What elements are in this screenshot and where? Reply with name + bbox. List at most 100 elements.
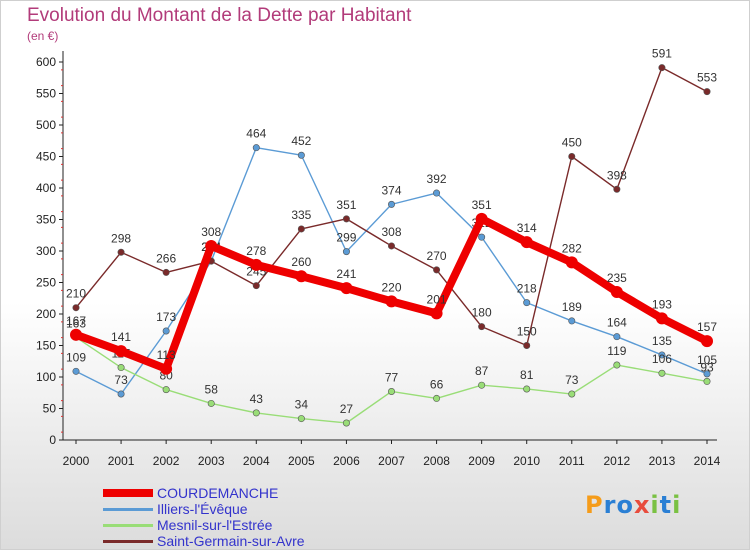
data-label-courdemanche: 141 [111, 330, 131, 344]
data-point-saint-germain-sur-avre [523, 341, 531, 349]
data-label-mesnil-sur-l-estree: 58 [205, 382, 219, 396]
y-tick-label: 550 [36, 87, 56, 101]
data-point-courdemanche [205, 239, 218, 252]
data-label-mesnil-sur-l-estree: 119 [607, 344, 626, 358]
data-point-mesnil-sur-l-estree [297, 415, 305, 423]
data-label-courdemanche: 308 [201, 225, 221, 239]
data-point-mesnil-sur-l-estree [658, 369, 666, 377]
x-tick-label: 2013 [649, 454, 676, 468]
y-tick-label: 450 [36, 150, 56, 164]
data-label-courdemanche: 157 [697, 320, 717, 334]
data-point-saint-germain-sur-avre [703, 88, 711, 96]
data-label-illiers-l-eveque: 135 [652, 334, 672, 348]
x-tick-label: 2002 [153, 454, 180, 468]
data-point-courdemanche [115, 345, 128, 358]
logo-letter: o [616, 491, 634, 519]
y-tick-label: 350 [36, 213, 56, 227]
data-label-courdemanche: 220 [381, 280, 401, 294]
logo-letter: i [650, 491, 660, 519]
data-point-mesnil-sur-l-estree [433, 394, 441, 402]
data-point-illiers-l-eveque [568, 317, 576, 325]
y-tick-label: 200 [36, 307, 56, 321]
x-tick-label: 2004 [243, 454, 270, 468]
proxiti-logo: Proxiti [585, 491, 681, 519]
data-label-mesnil-sur-l-estree: 163 [66, 316, 86, 330]
data-point-mesnil-sur-l-estree [478, 381, 486, 389]
data-point-mesnil-sur-l-estree [387, 387, 395, 395]
data-label-mesnil-sur-l-estree: 81 [520, 368, 534, 382]
data-point-courdemanche [655, 312, 668, 325]
y-tick-label: 400 [36, 181, 56, 195]
legend-item-saint-germain-sur-avre: Saint-Germain-sur-Avre [103, 533, 305, 549]
data-label-saint-germain-sur-avre: 270 [427, 249, 447, 263]
data-point-courdemanche [160, 362, 173, 375]
chart-title: Evolution du Montant de la Dette par Hab… [27, 5, 412, 26]
logo-letter: r [603, 491, 617, 519]
data-point-saint-germain-sur-avre [342, 215, 350, 223]
legend-label-illiers-l-eveque: Illiers-l'Évêque [157, 501, 248, 517]
legend-swatch-illiers-l-eveque [103, 507, 153, 511]
data-point-mesnil-sur-l-estree [117, 364, 125, 372]
data-label-courdemanche: 167 [66, 314, 86, 328]
data-point-saint-germain-sur-avre [162, 268, 170, 276]
data-label-courdemanche: 201 [427, 292, 447, 306]
data-label-mesnil-sur-l-estree: 43 [250, 392, 264, 406]
x-tick-label: 2010 [513, 454, 540, 468]
data-label-courdemanche: 351 [472, 198, 492, 212]
data-point-mesnil-sur-l-estree [342, 419, 350, 427]
x-tick-label: 2008 [423, 454, 450, 468]
data-label-courdemanche: 260 [291, 255, 311, 269]
data-label-saint-germain-sur-avre: 398 [607, 168, 627, 182]
data-label-saint-germain-sur-avre: 450 [562, 136, 582, 150]
data-label-mesnil-sur-l-estree: 27 [340, 402, 354, 416]
chart-subtitle: (en €) [27, 29, 59, 43]
data-label-mesnil-sur-l-estree: 34 [295, 398, 309, 412]
data-label-illiers-l-eveque: 218 [517, 282, 537, 296]
data-point-saint-germain-sur-avre [117, 248, 125, 256]
data-label-courdemanche: 193 [652, 297, 672, 311]
logo-letter: i [672, 491, 682, 519]
data-point-mesnil-sur-l-estree [568, 390, 576, 398]
data-point-illiers-l-eveque [478, 233, 486, 241]
x-tick-label: 2007 [378, 454, 405, 468]
data-label-saint-germain-sur-avre: 553 [697, 71, 717, 85]
data-point-courdemanche [70, 328, 82, 341]
data-label-illiers-l-eveque: 392 [427, 172, 447, 186]
data-label-saint-germain-sur-avre: 180 [472, 306, 492, 320]
data-label-courdemanche: 113 [157, 348, 176, 362]
data-label-illiers-l-eveque: 109 [66, 350, 86, 364]
x-tick-label: 2001 [108, 454, 135, 468]
x-tick-label: 2006 [333, 454, 360, 468]
data-point-courdemanche [520, 236, 533, 249]
x-tick-label: 2003 [198, 454, 225, 468]
logo-letter: x [633, 491, 651, 519]
data-label-illiers-l-eveque: 452 [291, 134, 311, 148]
data-label-illiers-l-eveque: 105 [697, 353, 717, 367]
data-point-illiers-l-eveque [387, 200, 395, 208]
data-label-illiers-l-eveque: 464 [246, 127, 266, 141]
data-point-mesnil-sur-l-estree [703, 377, 711, 385]
data-point-saint-germain-sur-avre [297, 225, 305, 233]
legend-item-mesnil-sur-l-estree: Mesnil-sur-l'Estrée [103, 517, 305, 533]
data-label-saint-germain-sur-avre: 266 [156, 251, 176, 265]
data-label-mesnil-sur-l-estree: 106 [652, 352, 672, 366]
data-point-courdemanche [565, 256, 578, 269]
data-point-illiers-l-eveque [613, 333, 621, 341]
data-label-mesnil-sur-l-estree: 66 [430, 377, 444, 391]
data-label-saint-germain-sur-avre: 150 [517, 325, 537, 339]
x-tick-label: 2011 [559, 454, 585, 468]
data-point-saint-germain-sur-avre [658, 64, 666, 72]
y-tick-label: 600 [36, 55, 56, 69]
data-point-saint-germain-sur-avre [613, 185, 621, 193]
data-label-courdemanche: 241 [336, 267, 356, 281]
legend-swatch-courdemanche [103, 489, 153, 497]
data-label-saint-germain-sur-avre: 335 [291, 208, 311, 222]
data-point-illiers-l-eveque [703, 370, 711, 378]
legend: COURDEMANCHE Illiers-l'Évêque Mesnil-sur-l… [103, 485, 305, 549]
data-point-mesnil-sur-l-estree [207, 399, 215, 407]
x-tick-label: 2000 [63, 454, 90, 468]
data-label-mesnil-sur-l-estree: 87 [475, 364, 489, 378]
x-tick-label: 2005 [288, 454, 315, 468]
data-point-courdemanche [340, 282, 353, 295]
